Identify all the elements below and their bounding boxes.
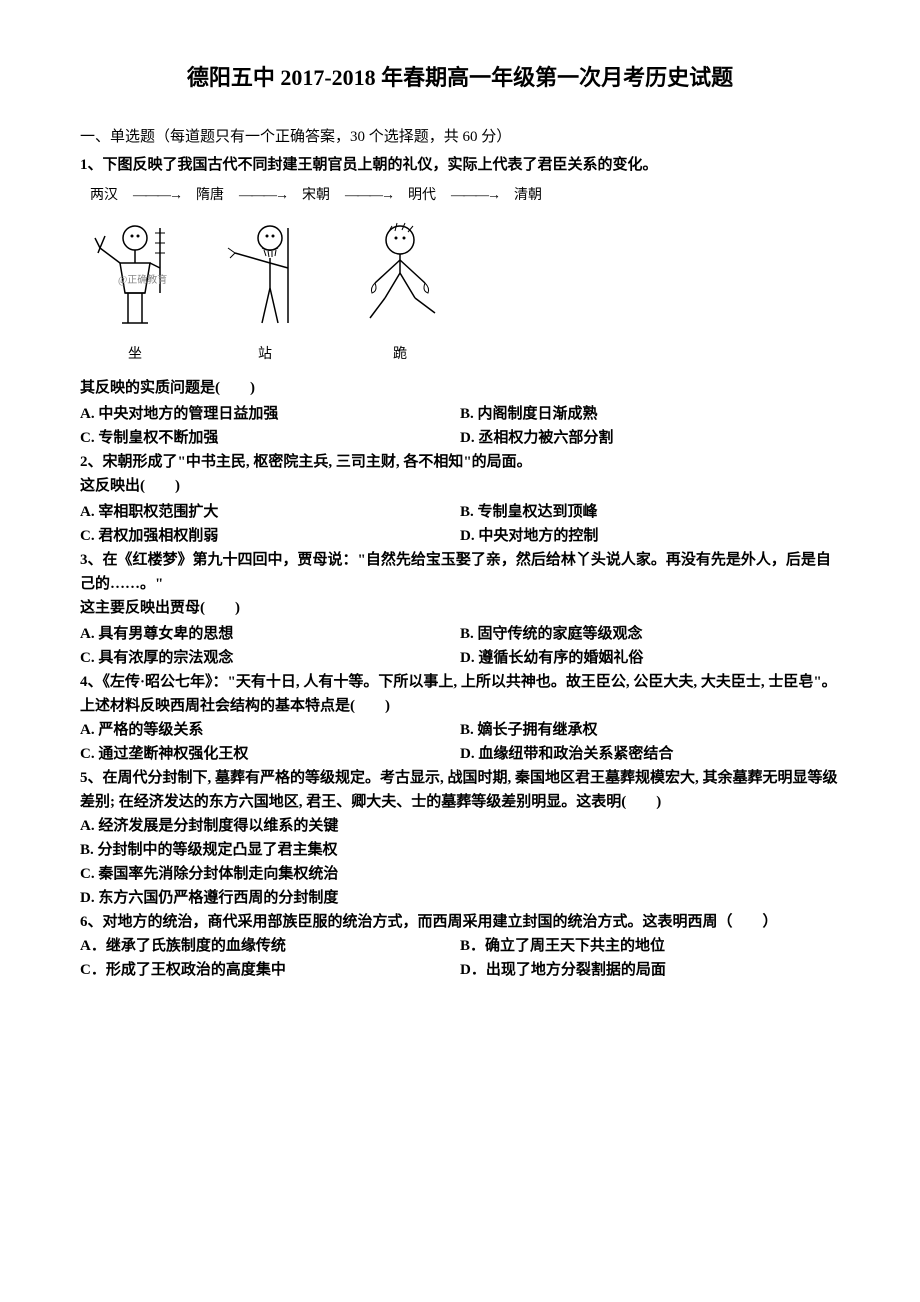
timeline-label: 清朝 [514,185,542,207]
standing-figure-icon [220,218,310,338]
q3-followup: 这主要反映出贾母( ) [80,596,840,620]
option-d: D. 血缘纽带和政治关系紧密结合 [460,742,840,766]
timeline: 两汉 ———→ 隋唐 ———→ 宋朝 ———→ 明代 ———→ 清朝 [80,185,840,207]
arrow-icon: ———→ [451,185,499,207]
svg-text:@正确教育: @正确教育 [118,273,167,286]
q2-text: 2、宋朝形成了"中书主民, 枢密院主兵, 三司主财, 各不相知"的局面。 [80,450,840,474]
option-b: B. 分封制中的等级规定凸显了君主集权 [80,838,840,862]
q5-text: 5、在周代分封制下, 墓葬有严格的等级规定。考古显示, 战国时期, 秦国地区君王… [80,766,840,814]
figure-label: 坐 [90,344,180,366]
sitting-figure-icon: @正确教育 [90,218,180,338]
option-d: D. 东方六国仍严格遵行西周的分封制度 [80,886,840,910]
figure-sitting: @正确教育 坐 [90,218,180,366]
option-c: C. 具有浓厚的宗法观念 [80,646,460,670]
kneeling-figure-icon [350,218,450,338]
option-d: D. 丞相权力被六部分割 [460,426,840,450]
option-a: A. 中央对地方的管理日益加强 [80,402,460,426]
option-a: A. 宰相职权范围扩大 [80,500,460,524]
q1-text: 1、下图反映了我国古代不同封建王朝官员上朝的礼仪，实际上代表了君臣关系的变化。 [80,153,840,177]
option-a: A. 经济发展是分封制度得以维系的关键 [80,814,840,838]
q3-text: 3、在《红楼梦》第九十四回中，贾母说："自然先给宝玉娶了亲，然后给林丫头说人家。… [80,548,840,596]
figure-standing: 站 [220,218,310,366]
option-c: C. 专制皇权不断加强 [80,426,460,450]
option-b: B. 专制皇权达到顶峰 [460,500,840,524]
q2-followup: 这反映出( ) [80,474,840,498]
arrow-icon: ———→ [345,185,393,207]
q4-text: 4、《左传·昭公七年》："天有十日, 人有十等。下所以事上, 上所以共神也。故王… [80,670,840,718]
option-c: C. 秦国率先消除分封体制走向集权统治 [80,862,840,886]
page-title: 德阳五中 2017-2018 年春期高一年级第一次月考历史试题 [80,60,840,95]
figure-label: 跪 [350,344,450,366]
option-b: B. 固守传统的家庭等级观念 [460,622,840,646]
timeline-label: 两汉 [90,185,118,207]
q6-text: 6、对地方的统治，商代采用部族臣服的统治方式，而西周采用建立封国的统治方式。这表… [80,910,840,934]
option-a: A. 严格的等级关系 [80,718,460,742]
option-c: C. 通过垄断神权强化王权 [80,742,460,766]
option-b: B．确立了周王天下共主的地位 [460,934,840,958]
option-c: C. 君权加强相权削弱 [80,524,460,548]
timeline-label: 宋朝 [302,185,330,207]
timeline-label: 隋唐 [196,185,224,207]
q2-options: A. 宰相职权范围扩大 B. 专制皇权达到顶峰 C. 君权加强相权削弱 D. 中… [80,500,840,548]
option-d: D．出现了地方分裂割据的局面 [460,958,840,982]
option-a: A．继承了氏族制度的血缘传统 [80,934,460,958]
q4-options: A. 严格的等级关系 B. 嫡长子拥有继承权 C. 通过垄断神权强化王权 D. … [80,718,840,766]
figure-kneeling: 跪 [350,218,450,366]
q5-options: A. 经济发展是分封制度得以维系的关键 B. 分封制中的等级规定凸显了君主集权 … [80,814,840,910]
arrow-icon: ———→ [239,185,287,207]
diagram-container: @正确教育 坐 站 [80,218,840,366]
arrow-icon: ———→ [133,185,181,207]
q1-followup: 其反映的实质问题是( ) [80,376,840,400]
option-c: C．形成了王权政治的高度集中 [80,958,460,982]
q6-options: A．继承了氏族制度的血缘传统 B．确立了周王天下共主的地位 C．形成了王权政治的… [80,934,840,982]
timeline-label: 明代 [408,185,436,207]
section-header: 一、单选题（每道题只有一个正确答案，30 个选择题，共 60 分） [80,125,840,149]
q3-options: A. 具有男尊女卑的思想 B. 固守传统的家庭等级观念 C. 具有浓厚的宗法观念… [80,622,840,670]
option-d: D. 中央对地方的控制 [460,524,840,548]
option-a: A. 具有男尊女卑的思想 [80,622,460,646]
option-b: B. 内阁制度日渐成熟 [460,402,840,426]
q1-options: A. 中央对地方的管理日益加强 B. 内阁制度日渐成熟 C. 专制皇权不断加强 … [80,402,840,450]
option-d: D. 遵循长幼有序的婚姻礼俗 [460,646,840,670]
figure-label: 站 [220,344,310,366]
option-b: B. 嫡长子拥有继承权 [460,718,840,742]
